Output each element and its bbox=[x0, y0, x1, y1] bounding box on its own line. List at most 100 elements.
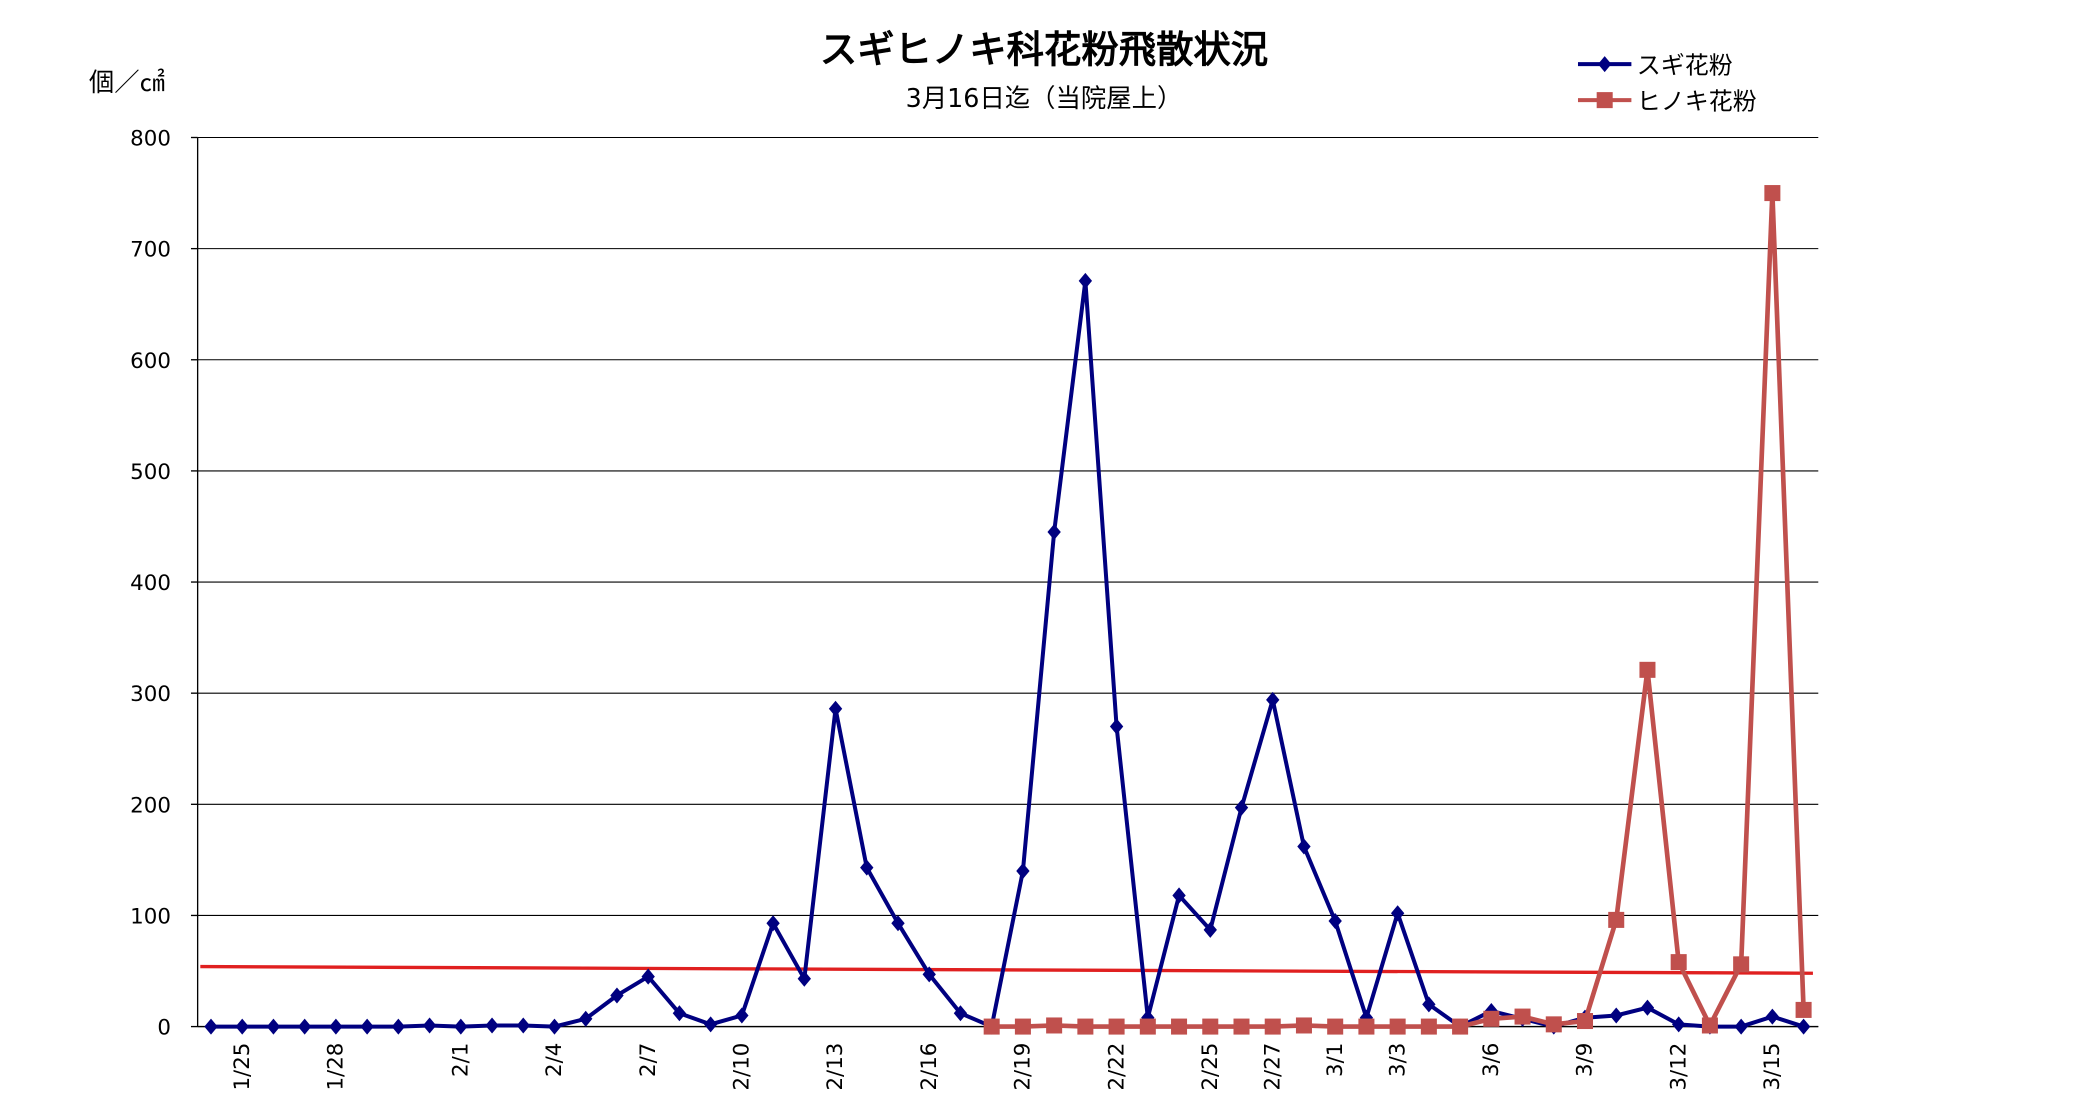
marker bbox=[516, 1017, 530, 1034]
marker bbox=[422, 1017, 437, 1034]
series-line bbox=[991, 192, 1806, 1031]
marker bbox=[1078, 272, 1093, 289]
marker bbox=[1234, 799, 1249, 816]
marker bbox=[360, 1018, 374, 1035]
marker bbox=[1047, 524, 1061, 541]
marker bbox=[1016, 862, 1030, 880]
marker bbox=[547, 1018, 562, 1035]
x-tick-label: 2/19 bbox=[1011, 1043, 1036, 1091]
x-tick-label: 1/28 bbox=[324, 1043, 349, 1091]
marker bbox=[1202, 1018, 1219, 1035]
x-tick-label: 3/6 bbox=[1479, 1043, 1504, 1077]
marker bbox=[735, 1007, 749, 1024]
marker bbox=[766, 915, 780, 932]
marker bbox=[391, 1018, 406, 1035]
marker bbox=[1327, 1018, 1344, 1035]
marker bbox=[641, 968, 655, 985]
marker bbox=[1765, 1008, 1780, 1025]
marker bbox=[266, 1018, 281, 1035]
x-tick-label: 3/12 bbox=[1666, 1043, 1691, 1091]
marker bbox=[860, 859, 874, 876]
marker bbox=[1672, 1016, 1686, 1033]
marker bbox=[1576, 1013, 1594, 1030]
marker bbox=[1545, 1016, 1562, 1033]
x-tick-label: 2/16 bbox=[917, 1043, 942, 1091]
marker bbox=[1328, 912, 1342, 930]
marker bbox=[1640, 999, 1655, 1016]
marker bbox=[329, 1018, 343, 1035]
x-tick-label: 2/27 bbox=[1260, 1043, 1285, 1091]
reference-line bbox=[200, 964, 1813, 975]
marker bbox=[672, 1005, 687, 1022]
series-line bbox=[210, 280, 1805, 1030]
x-tick-label: 3/9 bbox=[1573, 1043, 1598, 1077]
marker bbox=[1796, 1018, 1811, 1035]
marker bbox=[1171, 1018, 1188, 1035]
marker bbox=[1514, 1008, 1531, 1025]
marker bbox=[1139, 1018, 1156, 1035]
legend-label: スギ花粉 bbox=[1637, 51, 1733, 79]
y-tick-label: 500 bbox=[130, 460, 171, 485]
x-tick-label: 2/4 bbox=[542, 1043, 567, 1077]
x-tick-label: 2/7 bbox=[636, 1043, 661, 1077]
marker bbox=[953, 1005, 968, 1022]
marker bbox=[1203, 921, 1217, 938]
y-tick-label: 200 bbox=[130, 793, 171, 818]
marker bbox=[891, 915, 905, 932]
x-tick-label: 3/1 bbox=[1323, 1043, 1348, 1077]
marker bbox=[1297, 838, 1311, 855]
marker bbox=[1109, 718, 1124, 735]
marker bbox=[1390, 905, 1405, 922]
marker bbox=[1420, 1018, 1437, 1035]
marker bbox=[1609, 1007, 1623, 1024]
marker bbox=[1795, 1001, 1812, 1018]
marker bbox=[1422, 996, 1436, 1013]
y-tick-label: 800 bbox=[130, 127, 171, 152]
marker bbox=[1389, 1018, 1406, 1035]
marker bbox=[1701, 1017, 1718, 1034]
x-tick-label: 2/25 bbox=[1198, 1043, 1223, 1091]
marker bbox=[1733, 956, 1750, 973]
x-tick-label: 3/15 bbox=[1760, 1043, 1785, 1091]
marker bbox=[922, 966, 936, 983]
y-tick-label: 100 bbox=[130, 904, 171, 929]
y-tick-label: 600 bbox=[130, 349, 171, 374]
y-axis-label: 個／㎠ bbox=[89, 67, 165, 97]
marker bbox=[1608, 911, 1625, 928]
marker bbox=[204, 1018, 218, 1035]
x-tick-label: 3/3 bbox=[1385, 1043, 1410, 1077]
marker bbox=[1764, 185, 1781, 202]
marker bbox=[983, 1018, 1000, 1035]
y-tick-label: 0 bbox=[157, 1016, 171, 1041]
x-tick-label: 1/25 bbox=[230, 1043, 255, 1091]
marker bbox=[1108, 1018, 1125, 1035]
marker bbox=[828, 700, 843, 717]
marker bbox=[1046, 1017, 1063, 1034]
y-tick-label: 700 bbox=[130, 238, 171, 263]
marker bbox=[1670, 954, 1687, 971]
marker bbox=[1266, 691, 1280, 708]
x-tick-label: 2/10 bbox=[730, 1043, 755, 1091]
marker bbox=[610, 987, 624, 1004]
marker bbox=[1295, 1017, 1312, 1034]
marker bbox=[1452, 1018, 1469, 1035]
marker bbox=[579, 1010, 593, 1027]
marker bbox=[1077, 1018, 1094, 1035]
marker bbox=[1264, 1018, 1281, 1035]
marker bbox=[797, 970, 811, 987]
marker bbox=[703, 1016, 718, 1033]
y-tick-label: 400 bbox=[130, 571, 171, 596]
marker bbox=[1172, 887, 1186, 904]
chart-subtitle: 3月16日迄（当院屋上） bbox=[906, 83, 1183, 113]
marker bbox=[1483, 1010, 1500, 1027]
y-tick-label: 300 bbox=[130, 682, 171, 707]
marker bbox=[1639, 661, 1656, 678]
marker bbox=[1014, 1018, 1031, 1035]
marker bbox=[1734, 1018, 1748, 1035]
chart-title: スギヒノキ科花粉飛散状況 bbox=[820, 28, 1268, 72]
marker bbox=[235, 1018, 249, 1035]
marker bbox=[1358, 1018, 1375, 1035]
marker bbox=[1233, 1018, 1250, 1035]
x-tick-label: 2/13 bbox=[823, 1043, 848, 1091]
